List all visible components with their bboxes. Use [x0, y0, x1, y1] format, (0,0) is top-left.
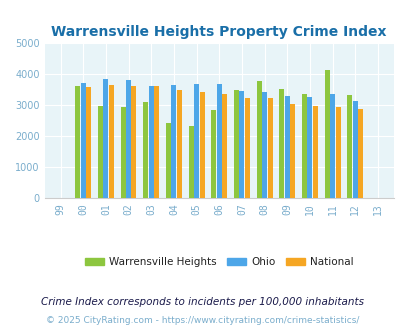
Bar — [284, 96, 289, 198]
Bar — [307, 97, 312, 198]
Bar — [244, 98, 249, 198]
Text: Crime Index corresponds to incidents per 100,000 inhabitants: Crime Index corresponds to incidents per… — [41, 297, 364, 307]
Bar — [216, 84, 221, 198]
Title: Warrensville Heights Property Crime Index: Warrensville Heights Property Crime Inde… — [51, 25, 386, 39]
Bar — [222, 94, 227, 198]
Bar — [171, 85, 176, 198]
Bar — [312, 106, 317, 198]
Bar — [81, 83, 85, 198]
Bar — [188, 126, 193, 198]
Bar — [357, 109, 362, 198]
Bar — [194, 84, 198, 198]
Bar — [301, 94, 306, 198]
Bar — [86, 87, 91, 198]
Bar — [103, 79, 108, 198]
Bar — [324, 70, 329, 198]
Bar — [211, 110, 216, 198]
Bar — [256, 81, 261, 198]
Bar — [126, 81, 131, 198]
Bar — [199, 92, 204, 198]
Bar — [177, 90, 181, 198]
Bar — [290, 104, 294, 198]
Bar — [329, 94, 334, 198]
Bar — [267, 98, 272, 198]
Bar — [352, 101, 357, 198]
Bar — [279, 89, 284, 198]
Bar — [148, 86, 153, 198]
Bar — [233, 90, 239, 198]
Legend: Warrensville Heights, Ohio, National: Warrensville Heights, Ohio, National — [81, 253, 357, 271]
Bar — [98, 106, 103, 198]
Bar — [262, 92, 266, 198]
Bar — [131, 86, 136, 198]
Bar — [347, 95, 352, 198]
Bar — [75, 86, 80, 198]
Bar — [239, 91, 244, 198]
Text: © 2025 CityRating.com - https://www.cityrating.com/crime-statistics/: © 2025 CityRating.com - https://www.city… — [46, 316, 359, 325]
Bar — [154, 86, 159, 198]
Bar — [143, 102, 148, 198]
Bar — [109, 85, 113, 198]
Bar — [120, 108, 125, 198]
Bar — [166, 123, 171, 198]
Bar — [335, 108, 340, 198]
